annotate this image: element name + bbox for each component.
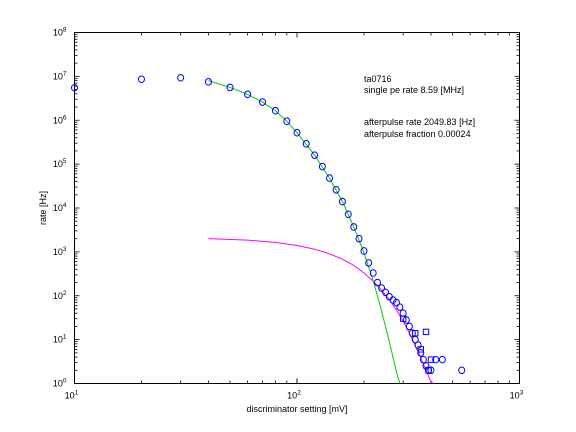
afterpulse-rate-annotation: afterpulse rate 2049.83 [Hz] — [364, 117, 475, 127]
data-point-square — [412, 330, 419, 337]
data-point-circle — [302, 140, 310, 148]
data-point-circle — [71, 83, 78, 92]
data-point-circle — [399, 309, 407, 318]
data-point-square — [427, 356, 435, 363]
data-point-circle — [350, 223, 358, 231]
data-point-circle — [326, 174, 334, 182]
data-point-circle — [344, 210, 352, 219]
data-point-circle — [427, 366, 435, 375]
x-axis-label: discriminator setting [mV] — [246, 404, 347, 414]
data-point-circle — [226, 83, 234, 92]
data-point-circle — [204, 78, 212, 86]
x-tick-label: 101 — [65, 390, 79, 401]
data-markers — [71, 73, 466, 375]
data-point-circle — [244, 90, 252, 99]
data-point-circle — [396, 303, 404, 311]
tube-id-annotation: ta0716 — [364, 74, 392, 84]
data-point-circle — [382, 288, 390, 297]
data-point-circle — [259, 98, 267, 106]
y-tick-label: 108 — [53, 27, 67, 38]
data-point-circle — [373, 278, 381, 287]
data-point-circle — [438, 355, 446, 364]
data-point-circle — [293, 128, 301, 137]
data-point-square — [399, 315, 407, 322]
data-point-square — [425, 367, 432, 374]
data-point-circle — [419, 355, 427, 364]
data-point-circle — [332, 185, 340, 194]
y-axis-label: rate [Hz] — [38, 191, 48, 225]
data-point-circle — [392, 298, 400, 307]
y-tick-label: 107 — [53, 70, 67, 81]
data-point-circle — [432, 355, 440, 364]
y-tick-label: 104 — [53, 202, 67, 213]
data-point-circle — [369, 269, 377, 277]
data-point-circle — [311, 151, 319, 159]
data-point-circle — [360, 247, 368, 255]
plot-area — [74, 32, 520, 384]
single-pe-rate-annotation: single pe rate 8.59 [MHz] — [364, 85, 464, 95]
afterpulse-fraction-annotation: afterpulse fraction 0.00024 — [364, 129, 471, 139]
data-point-square — [417, 346, 424, 353]
data-point-circle — [271, 106, 279, 115]
y-tick-label: 105 — [53, 158, 67, 169]
data-point-square — [422, 328, 430, 336]
y-tick-label: 103 — [53, 246, 67, 257]
data-point-circle — [417, 349, 425, 357]
data-point-circle — [365, 259, 373, 267]
data-point-circle — [318, 162, 326, 171]
x-tick-label: 102 — [287, 390, 301, 401]
data-point-circle — [355, 234, 363, 243]
data-point-circle — [283, 117, 291, 126]
y-tick-label: 102 — [53, 290, 67, 301]
data-point-circle — [458, 366, 466, 375]
data-point-circle — [378, 284, 386, 292]
data-point-circle — [389, 296, 397, 304]
single-pe-fit-curve — [208, 80, 401, 384]
data-point-circle — [137, 75, 145, 84]
data-point-circle — [177, 73, 185, 82]
y-tick-label: 100 — [53, 378, 67, 389]
y-tick-label: 101 — [53, 334, 67, 345]
data-point-circle — [405, 322, 413, 331]
data-point-circle — [408, 329, 416, 338]
y-tick-label: 106 — [53, 114, 67, 125]
data-point-circle — [338, 197, 346, 206]
x-tick-label: 103 — [510, 390, 524, 401]
